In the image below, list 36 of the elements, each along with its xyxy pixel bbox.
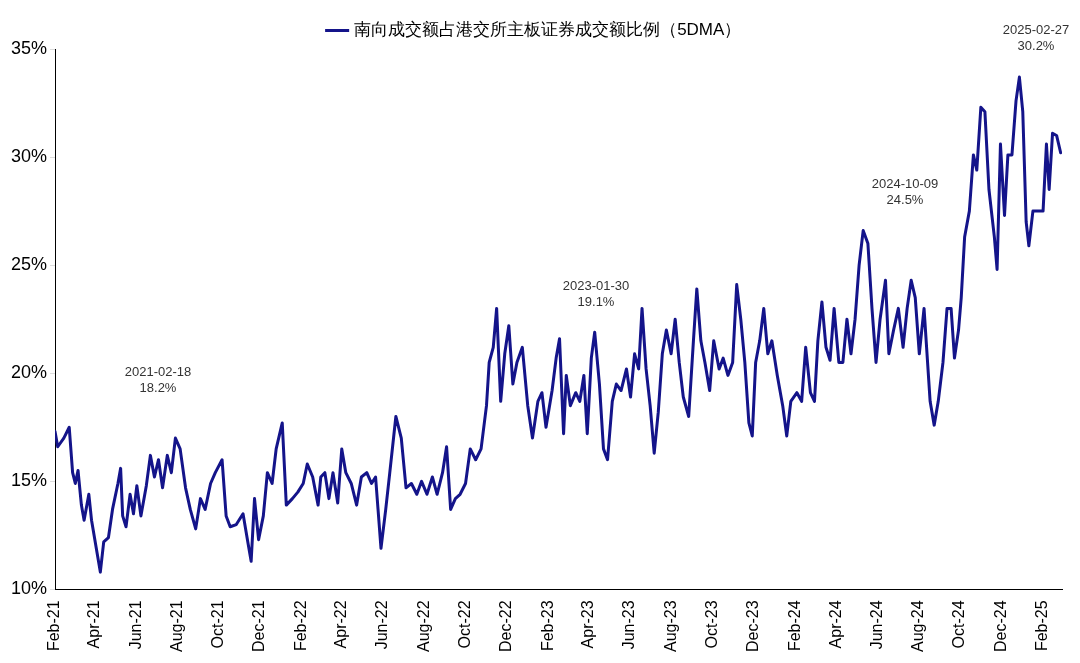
annotation: 2025-02-27 30.2% bbox=[1002, 22, 1070, 54]
y-tick-label: 10% bbox=[11, 578, 48, 599]
x-tick-label: Oct-21 bbox=[209, 600, 227, 649]
x-tick-label: Apr-23 bbox=[579, 600, 597, 649]
x-tick-label: Apr-21 bbox=[85, 600, 103, 649]
x-tick-label: Jun-24 bbox=[867, 600, 885, 650]
x-tick-label: Jun-21 bbox=[126, 600, 144, 650]
annotation: 2023-01-30 19.1% bbox=[562, 278, 630, 310]
x-tick-label: Dec-24 bbox=[991, 600, 1009, 652]
x-tick-label: Feb-23 bbox=[539, 600, 557, 652]
x-tick-label: Apr-22 bbox=[332, 600, 350, 649]
legend-label: 南向成交额占港交所主板证券成交额比例（5DMA） bbox=[354, 20, 742, 40]
x-tick-label: Jun-23 bbox=[620, 600, 638, 650]
x-tick-label: Dec-23 bbox=[744, 600, 762, 652]
y-tick-label: 15% bbox=[11, 470, 48, 491]
x-tick-label: Aug-22 bbox=[414, 600, 432, 652]
x-tick-label: Oct-23 bbox=[702, 600, 720, 649]
x-tick-label: Jun-22 bbox=[373, 600, 391, 650]
annotation: 2024-10-09 24.5% bbox=[871, 176, 939, 208]
x-tick-label: Aug-24 bbox=[909, 600, 927, 652]
x-tick-label: Aug-21 bbox=[167, 600, 185, 652]
y-tick-label: 25% bbox=[11, 254, 48, 275]
x-tick-label: Aug-23 bbox=[661, 600, 679, 652]
x-tick-label: Oct-24 bbox=[950, 600, 968, 649]
x-tick-label: Oct-22 bbox=[455, 600, 473, 649]
y-tick-label: 30% bbox=[11, 146, 48, 167]
y-tick-label: 20% bbox=[11, 362, 48, 383]
x-tick-label: Apr-24 bbox=[826, 600, 844, 649]
x-tick-label: Dec-21 bbox=[250, 600, 268, 652]
x-tick-label: Feb-25 bbox=[1033, 600, 1051, 652]
x-tick-label: Feb-21 bbox=[45, 600, 63, 652]
y-tick-label: 35% bbox=[11, 37, 48, 58]
x-tick-label: Feb-22 bbox=[292, 600, 310, 652]
annotation: 2021-02-18 18.2% bbox=[124, 364, 192, 396]
x-tick-label: Feb-24 bbox=[785, 600, 803, 652]
x-tick-label: Dec-22 bbox=[497, 600, 515, 652]
